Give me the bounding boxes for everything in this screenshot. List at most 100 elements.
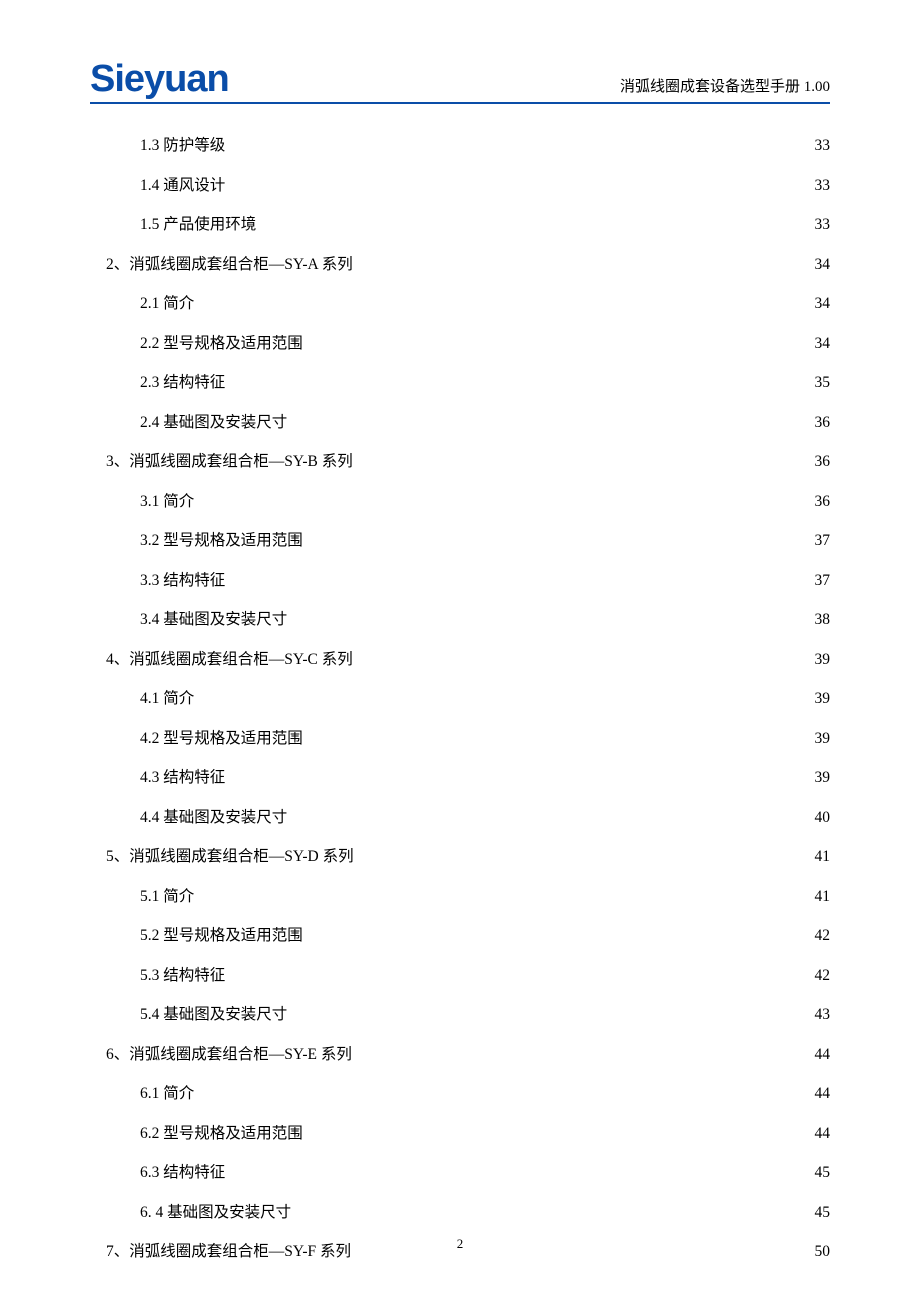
brand-logo: Sieyuan <box>90 60 229 98</box>
toc-entry-page: 34 <box>813 245 831 285</box>
toc-entry-label: 5.3 结构特征 <box>140 956 225 996</box>
toc-entry[interactable]: 2.4 基础图及安装尺寸 36 <box>90 403 830 443</box>
toc-leader-dots <box>289 609 810 625</box>
toc-entry[interactable]: 3.1 简介 36 <box>90 482 830 522</box>
toc-entry-page: 36 <box>813 403 831 443</box>
toc-leader-dots <box>293 1201 810 1217</box>
toc-entry[interactable]: 4.4 基础图及安装尺寸 40 <box>90 798 830 838</box>
toc-entry[interactable]: 6.2 型号规格及适用范围44 <box>90 1114 830 1154</box>
toc-entry[interactable]: 2.1 简介 34 <box>90 284 830 324</box>
toc-entry-label: 4、消弧线圈成套组合柜—SY-C 系列 <box>106 640 353 680</box>
toc-entry-page: 36 <box>813 482 831 522</box>
toc-leader-dots <box>227 1162 810 1178</box>
toc-entry[interactable]: 3.2 型号规格及适用范围 37 <box>90 521 830 561</box>
toc-entry[interactable]: 5、消弧线圈成套组合柜—SY-D 系列41 <box>90 837 830 877</box>
toc-entry-page: 43 <box>813 995 831 1035</box>
toc-leader-dots <box>355 253 811 269</box>
toc-entry-label: 2.3 结构特征 <box>140 363 225 403</box>
toc-leader-dots <box>289 806 810 822</box>
table-of-contents: 1.3 防护等级 331.4 通风设计331.5 产品使用环境332、消弧线圈成套… <box>90 126 830 1272</box>
toc-leader-dots <box>354 1043 811 1059</box>
toc-entry-page: 40 <box>813 798 831 838</box>
toc-entry-label: 1.5 产品使用环境 <box>140 205 256 245</box>
toc-entry-page: 44 <box>813 1074 831 1114</box>
toc-entry-label: 1.3 防护等级 <box>140 126 225 166</box>
toc-entry-label: 3.1 简介 <box>140 482 194 522</box>
toc-entry[interactable]: 6.3 结构特征 45 <box>90 1153 830 1193</box>
toc-entry[interactable]: 5.4 基础图及安装尺寸 43 <box>90 995 830 1035</box>
toc-entry[interactable]: 4、消弧线圈成套组合柜—SY-C 系列 39 <box>90 640 830 680</box>
toc-entry-page: 38 <box>813 600 831 640</box>
toc-entry[interactable]: 4.1 简介 39 <box>90 679 830 719</box>
toc-entry-label: 4.4 基础图及安装尺寸 <box>140 798 287 838</box>
toc-leader-dots <box>356 846 811 862</box>
document-page: Sieyuan 消弧线圈成套设备选型手册 1.00 1.3 防护等级 331.4 … <box>0 0 920 1302</box>
toc-entry-label: 2、消弧线圈成套组合柜—SY-A 系列 <box>106 245 353 285</box>
toc-entry-page: 37 <box>813 561 831 601</box>
toc-leader-dots <box>227 174 810 190</box>
toc-entry-page: 36 <box>813 442 831 482</box>
toc-leader-dots <box>196 885 810 901</box>
toc-entry[interactable]: 3.3 结构特征37 <box>90 561 830 601</box>
toc-entry[interactable]: 3、消弧线圈成套组合柜—SY-B 系列 36 <box>90 442 830 482</box>
toc-entry[interactable]: 5.3 结构特征 42 <box>90 956 830 996</box>
toc-entry-page: 33 <box>813 126 831 166</box>
toc-leader-dots <box>355 451 811 467</box>
toc-entry[interactable]: 2.2 型号规格及适用范围34 <box>90 324 830 364</box>
toc-entry[interactable]: 3.4 基础图及安装尺寸38 <box>90 600 830 640</box>
page-number: 2 <box>0 1236 920 1252</box>
toc-entry-label: 6.1 简介 <box>140 1074 194 1114</box>
toc-entry[interactable]: 4.2 型号规格及适用范围 39 <box>90 719 830 759</box>
toc-entry-page: 42 <box>813 956 831 996</box>
toc-entry[interactable]: 1.4 通风设计33 <box>90 166 830 206</box>
toc-entry[interactable]: 1.3 防护等级 33 <box>90 126 830 166</box>
toc-entry[interactable]: 2.3 结构特征 35 <box>90 363 830 403</box>
toc-leader-dots <box>196 688 810 704</box>
toc-leader-dots <box>196 490 810 506</box>
toc-entry-label: 3、消弧线圈成套组合柜—SY-B 系列 <box>106 442 353 482</box>
toc-entry-label: 5.4 基础图及安装尺寸 <box>140 995 287 1035</box>
document-title: 消弧线圈成套设备选型手册 1.00 <box>620 75 830 98</box>
toc-entry-label: 4.1 简介 <box>140 679 194 719</box>
toc-entry-label: 6.3 结构特征 <box>140 1153 225 1193</box>
toc-entry-page: 39 <box>813 679 831 719</box>
toc-entry-label: 2.4 基础图及安装尺寸 <box>140 403 287 443</box>
toc-entry-page: 34 <box>813 284 831 324</box>
toc-entry[interactable]: 6、消弧线圈成套组合柜—SY-E 系列44 <box>90 1035 830 1075</box>
toc-entry[interactable]: 6. 4 基础图及安装尺寸 45 <box>90 1193 830 1233</box>
toc-entry-label: 3.2 型号规格及适用范围 <box>140 521 303 561</box>
toc-leader-dots <box>227 569 810 585</box>
toc-leader-dots <box>305 332 811 348</box>
toc-entry-page: 41 <box>813 877 831 917</box>
toc-entry[interactable]: 2、消弧线圈成套组合柜—SY-A 系列 34 <box>90 245 830 285</box>
toc-entry[interactable]: 6.1 简介 44 <box>90 1074 830 1114</box>
toc-entry[interactable]: 5.1 简介41 <box>90 877 830 917</box>
toc-entry-label: 2.1 简介 <box>140 284 194 324</box>
toc-leader-dots <box>355 648 811 664</box>
toc-entry-label: 5、消弧线圈成套组合柜—SY-D 系列 <box>106 837 354 877</box>
page-header: Sieyuan 消弧线圈成套设备选型手册 1.00 <box>90 60 830 104</box>
toc-entry[interactable]: 1.5 产品使用环境33 <box>90 205 830 245</box>
toc-leader-dots <box>227 135 810 151</box>
toc-entry-page: 37 <box>813 521 831 561</box>
toc-entry[interactable]: 5.2 型号规格及适用范围42 <box>90 916 830 956</box>
toc-entry-label: 6.2 型号规格及适用范围 <box>140 1114 303 1154</box>
toc-leader-dots <box>196 293 810 309</box>
toc-leader-dots <box>289 411 810 427</box>
toc-leader-dots <box>227 372 810 388</box>
toc-entry-page: 45 <box>813 1193 831 1233</box>
toc-entry[interactable]: 4.3 结构特征39 <box>90 758 830 798</box>
toc-entry-page: 45 <box>813 1153 831 1193</box>
toc-entry-label: 6. 4 基础图及安装尺寸 <box>140 1193 291 1233</box>
toc-entry-label: 4.2 型号规格及适用范围 <box>140 719 303 759</box>
toc-leader-dots <box>289 1004 810 1020</box>
toc-entry-page: 39 <box>813 640 831 680</box>
toc-leader-dots <box>305 727 811 743</box>
toc-entry-label: 4.3 结构特征 <box>140 758 225 798</box>
toc-entry-label: 6、消弧线圈成套组合柜—SY-E 系列 <box>106 1035 352 1075</box>
toc-leader-dots <box>258 214 810 230</box>
toc-leader-dots <box>227 767 810 783</box>
toc-entry-page: 39 <box>813 719 831 759</box>
toc-entry-label: 2.2 型号规格及适用范围 <box>140 324 303 364</box>
toc-entry-page: 35 <box>813 363 831 403</box>
